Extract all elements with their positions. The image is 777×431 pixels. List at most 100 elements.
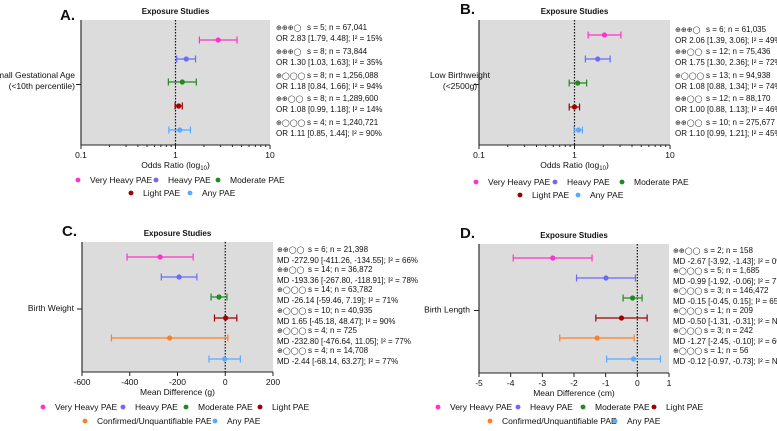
row-heavy: ⊕⊕◯◯ s = 12; n = 75,436 OR 1.75 [1.30, 2.3… [584, 47, 777, 67]
grade-rating: ⊕⊕◯◯ [277, 266, 305, 274]
study-stats: s = 6; n = 21,398 [308, 245, 369, 254]
x-axis-label-main: Mean Difference (g) [140, 387, 215, 397]
study-stats: s = 10; n = 40,935 [308, 306, 373, 315]
point-estimate [176, 103, 182, 109]
chart-title: Exposure Studies [540, 231, 608, 240]
study-stats: s = 14; n = 63,782 [308, 285, 373, 294]
legend-label: Confirmed/Unquantifiable PAE [502, 416, 617, 426]
row-confirmed: ⊕◯◯◯ s = 4; n = 725 MD -232.80 [-476.64, 1… [110, 326, 411, 346]
x-tick-label: -1 [602, 378, 610, 388]
x-tick-label: 1 [173, 150, 178, 160]
y-axis-label: Birth Length [424, 305, 470, 315]
legend-label: Moderate PAE [595, 402, 650, 412]
legend-label: Moderate PAE [230, 175, 285, 185]
row-light: ⊕⊕◯◯ s = 12; n = 88,170 OR 1.00 [0.88, 1.1… [568, 94, 777, 114]
effect-summary: OR 1.30 [1.03, 1.63]; I² = 35% [276, 58, 383, 67]
effect-summary: MD -2.67 [-3.92, -1.43]; I² = 0% [673, 257, 777, 266]
x-axis-label-end: ) [606, 160, 609, 170]
legend-label: Heavy PAE [168, 175, 211, 185]
row-confirmed: ⊕◯◯◯ s = 3; n = 242 MD -1.27 [-2.45, -0.10… [559, 326, 777, 346]
effect-summary: OR 1.00 [0.88, 1.13]; I² = 46% [675, 105, 777, 114]
y-axis-label: Small Gestational Age [0, 70, 75, 80]
effect-summary: MD -1.27 [-2.45, -0.10]; I² = 60% [673, 337, 777, 346]
point-estimate [575, 127, 582, 133]
x-axis-label-main: Odds Ratio (log [540, 160, 599, 170]
effect-summary: MD -0.50 [-1.31, -0.31]; I² = N/A [673, 317, 777, 326]
legend-item-moderate: Moderate PAE [183, 402, 253, 412]
row-any: ⊕◯◯◯ s = 4; n = 1,240,721 OR 1.11 [0.85, 1… [168, 118, 382, 138]
legend-label: Any PAE [227, 416, 261, 426]
legend-item-heavy: Heavy PAE [515, 402, 573, 412]
study-stats: s = 6; n = 61,035 [706, 25, 767, 34]
row-any: ⊕◯◯◯ s = 4; n = 14,708 MD -2.44 [-68.14, 6… [208, 346, 398, 366]
x-tick-label: 10 [265, 150, 275, 160]
row-heavy: ⊕⊕◯◯ s = 14; n = 36,872 MD -193.36 [-267.8… [160, 265, 418, 285]
study-stats: s = 4; n = 725 [308, 326, 357, 335]
grade-rating: ⊕◯◯◯ [673, 287, 703, 295]
grade-rating: ⊕◯◯◯ [276, 119, 306, 127]
study-stats: s = 8; n = 1,256,088 [307, 71, 379, 80]
x-tick-label: -5 [475, 378, 483, 388]
legend-item-heavy: Heavy PAE [120, 402, 178, 412]
row-any: ⊕◯◯◯ s = 1; n = 56 MD -0.12 [-0.97, -0.73]… [606, 346, 777, 366]
row-light: ⊕◯◯◯ s = 1; n = 209 MD -0.50 [-1.31, -0.31… [595, 306, 777, 326]
row-heavy: ⊕⊕⊕◯ s = 8; n = 73,844 OR 1.30 [1.03, 1.63… [176, 47, 383, 67]
study-stats: s = 5; n = 67,041 [307, 23, 368, 32]
row-very-heavy: ⊕⊕⊕◯ s = 5; n = 67,041 OR 2.83 [1.79, 4.48… [198, 23, 383, 44]
x-axis-label: Odds Ratio (log10) [540, 160, 609, 172]
panel-d: D. Exposure Studies Birth Length -5 -4 -3 -2 -1… [424, 225, 777, 426]
x-tick-label: 1 [572, 150, 577, 160]
grade-rating: ⊕◯◯◯ [277, 327, 307, 335]
panel-letter: A. [60, 7, 75, 24]
panel-b: B. Exposure Studies Low Birthweight(<2500g… [430, 1, 777, 200]
point-estimate [223, 315, 229, 321]
point-estimate [216, 294, 222, 300]
effect-summary: MD -0.15 [-0.45, 0.15]; I² = 65% [673, 297, 777, 306]
study-stats: s = 4; n = 1,240,721 [307, 118, 379, 127]
row-moderate: ⊕◯◯◯ s = 14; n = 63,782 MD -26.14 [-59.46,… [210, 285, 398, 305]
panel-letter: C. [62, 223, 77, 240]
grade-rating: ⊕◯◯◯ [673, 327, 703, 335]
legend-item-any: Any PAE [187, 188, 236, 198]
row-very-heavy: ⊕⊕◯◯ s = 6; n = 21,398 MD -272.90 [-411.26… [126, 245, 418, 265]
row-light: ⊕◯◯◯ s = 10; n = 40,935 MD 1.65 [-45.18, 4… [213, 306, 396, 326]
point-estimate [176, 274, 182, 280]
effect-summary: OR 1.75 [1.30, 2.36]; I² = 72% [675, 58, 777, 67]
plot-area [82, 242, 273, 372]
row-very-heavy: ⊕⊕⊕◯ s = 6; n = 61,035 OR 2.06 [1.39, 3.06… [587, 25, 777, 45]
point-estimate [215, 37, 221, 43]
x-tick-label: 10 [665, 150, 675, 160]
x-tick-label: -2 [570, 378, 578, 388]
effect-summary: MD -0.12 [-0.97, -0.73]; I² = N/A [673, 357, 777, 366]
effect-summary: OR 2.83 [1.79, 4.48]; I² = 15% [276, 34, 383, 43]
study-stats: s = 2; n = 158 [704, 246, 753, 255]
point-estimate [179, 79, 185, 85]
study-stats: s = 1; n = 56 [704, 346, 749, 355]
legend-item-confirmed: Confirmed/Unquantifiable PAE [82, 416, 212, 426]
grade-rating: ⊕⊕⊕◯ [276, 24, 302, 32]
study-stats: s = 13; n = 94,938 [706, 71, 771, 80]
y-axis-label: Birth Weight [28, 303, 75, 313]
legend-item-light: Light PAE [517, 190, 570, 200]
effect-summary: MD -272.90 [-411.26, -134.55]; I² = 66% [277, 256, 418, 265]
point-estimate [550, 255, 556, 261]
effect-summary: MD 1.65 [-45.18, 48.47]; I² = 90% [277, 317, 396, 326]
legend-item-moderate: Moderate PAE [619, 177, 689, 187]
legend-item-heavy: Heavy PAE [153, 175, 211, 185]
legend-item-any: Any PAE [575, 190, 624, 200]
x-axis-label: Mean Difference (g) [140, 387, 215, 397]
effect-summary: OR 2.06 [1.39, 3.06]; I² = 49% [675, 36, 777, 45]
legend-item-very-heavy: Very Heavy PAE [75, 175, 153, 185]
panel-letter: B. [460, 1, 475, 18]
panel-c: C. Exposure Studies Birth Weight -600 -400 -2… [28, 223, 418, 426]
row-light: ⊕⊕◯◯ s = 8; n = 1,289,600 OR 1.08 [0.99, 1… [174, 94, 383, 114]
study-stats: s = 8; n = 73,844 [307, 47, 368, 56]
row-moderate: ⊕◯◯◯ s = 8; n = 1,256,088 OR 1.18 [0.84, 1… [167, 71, 383, 91]
point-estimate [630, 356, 637, 362]
effect-summary: MD -232.80 [-476.64, 11.05]; I² = 77% [277, 337, 411, 346]
point-estimate [594, 335, 600, 341]
legend-item-heavy: Heavy PAE [552, 177, 610, 187]
legend-label: Very Heavy PAE [488, 177, 551, 187]
legend-label: Very Heavy PAE [90, 175, 153, 185]
row-moderate: ⊕◯◯◯ s = 3; n = 146,472 MD -0.15 [-0.45, 0… [622, 286, 777, 306]
